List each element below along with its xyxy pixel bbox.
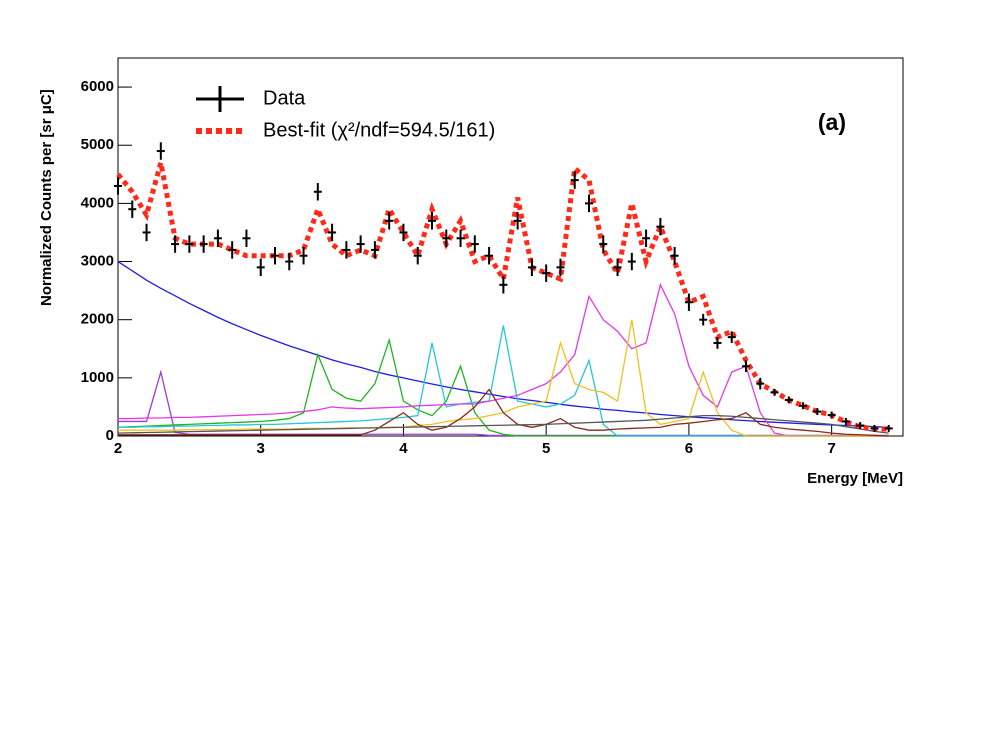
x-axis-label: Energy [MeV] — [807, 470, 903, 487]
y-tick-label: 3000 — [81, 253, 114, 270]
y-tick-label: 2000 — [81, 311, 114, 328]
fit-line — [116, 162, 889, 432]
y-tick-label: 1000 — [81, 369, 114, 386]
component-line — [118, 319, 889, 437]
annotation: (a) — [818, 109, 846, 135]
y-tick-label: 0 — [106, 427, 114, 444]
x-tick-label: 6 — [685, 440, 693, 457]
x-tick-label: 4 — [399, 440, 408, 457]
x-tick-label: 2 — [114, 440, 122, 457]
legend-label: Data — [263, 87, 306, 109]
x-tick-label: 7 — [827, 440, 835, 457]
x-tick-label: 5 — [542, 440, 550, 457]
plot-frame — [117, 57, 904, 437]
component-line — [118, 369, 889, 437]
y-tick-label: 5000 — [81, 136, 114, 153]
component-line — [118, 282, 889, 437]
component-line — [118, 388, 889, 437]
component-line — [117, 260, 889, 428]
y-tick-label: 4000 — [81, 194, 114, 211]
legend-label: Best-fit (χ²/ndf=594.5/161) — [263, 119, 495, 141]
x-tick-label: 3 — [257, 440, 265, 457]
legend: Data Best-fit (χ²/ndf=594.5/161) — [196, 86, 495, 141]
y-axis-label: Normalized Counts per [sr μC] — [38, 89, 55, 306]
y-tick-label: 6000 — [81, 78, 114, 95]
component-line — [117, 414, 889, 434]
